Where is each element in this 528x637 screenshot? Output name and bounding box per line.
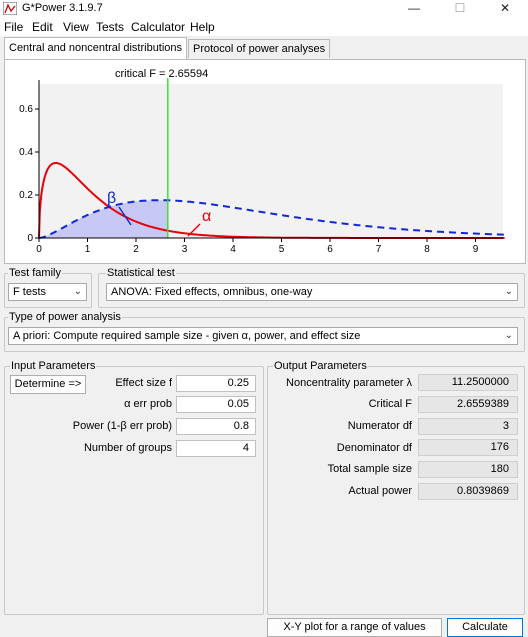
menu-file[interactable]: File [4, 20, 24, 34]
effect-size-label: Effect size f [115, 377, 172, 389]
noncentrality-label: Noncentrality parameter λ [286, 377, 412, 389]
title-bar: G*Power 3.1.9.7 — ☐ ✕ [0, 0, 528, 18]
alpha-err-prob-input[interactable]: 0.05 [176, 396, 256, 413]
statistical-test-group [98, 273, 525, 308]
total-sample-size-label: Total sample size [327, 463, 412, 475]
beta-pointer [118, 206, 132, 226]
power-analysis-type-group [4, 317, 525, 352]
x-tick-label: 3 [182, 244, 188, 255]
input-parameters-title: Input Parameters [10, 360, 97, 372]
actual-power-value: 0.8039869 [418, 483, 518, 500]
chevron-down-icon: ⌄ [73, 286, 82, 297]
critical-f-label: critical F = 2.65594 [115, 68, 208, 80]
critical-f-output-label: Critical F [368, 398, 412, 410]
power-analysis-type-select[interactable]: A priori: Compute required sample size -… [8, 327, 518, 345]
y-tick-label: 0.4 [19, 147, 33, 158]
noncentrality-value: 11.2500000 [418, 374, 518, 391]
x-tick-label: 7 [376, 244, 382, 255]
x-tick-label: 0 [36, 244, 42, 255]
statistical-test-label: Statistical test [106, 267, 176, 279]
chevron-down-icon: ⌄ [504, 286, 513, 297]
noncentral-f-curve [38, 199, 505, 239]
alpha-err-prob-label: α err prob [124, 398, 172, 410]
output-parameters-group [267, 366, 525, 615]
y-tick-label: 0 [27, 233, 33, 244]
total-sample-size-value: 180 [418, 461, 518, 478]
denominator-df-value: 176 [418, 439, 518, 456]
menu-view[interactable]: View [63, 20, 89, 34]
minimize-button[interactable]: — [408, 1, 420, 15]
alpha-symbol: α [202, 208, 211, 225]
x-tick-label: 6 [327, 244, 333, 255]
tab-strip: Central and noncentral distributions Pro… [0, 37, 528, 59]
chevron-down-icon: ⌄ [504, 330, 513, 341]
input-parameters-group [4, 366, 264, 615]
beta-region [39, 200, 168, 238]
alpha-pointer [187, 223, 201, 237]
denominator-df-label: Denominator df [336, 442, 412, 454]
test-family-select[interactable]: F tests ⌄ [8, 283, 87, 301]
calculate-button[interactable]: Calculate [447, 618, 523, 637]
menu-calculator[interactable]: Calculator [131, 20, 186, 34]
power-input[interactable]: 0.8 [176, 418, 256, 435]
output-parameters-title: Output Parameters [273, 360, 368, 372]
distribution-plot: critical F = 2.65594 0 1 2 3 4 5 6 7 8 9 0 0.2 0.4 0… [19, 68, 505, 255]
power-analysis-type-label: Type of power analysis [8, 311, 122, 323]
determine-button[interactable]: Determine => [10, 375, 86, 394]
gpower-app-icon [3, 2, 17, 15]
x-tick-label: 9 [473, 244, 479, 255]
y-tick-label: 0.6 [19, 104, 33, 115]
actual-power-label: Actual power [348, 485, 412, 497]
test-family-label: Test family [8, 267, 62, 279]
statistical-test-select[interactable]: ANOVA: Fixed effects, omnibus, one-way ⌄ [106, 283, 518, 301]
power-label: Power (1-β err prob) [72, 420, 172, 432]
menu-tests[interactable]: Tests [96, 20, 125, 34]
x-tick-label: 5 [279, 244, 285, 255]
tab-distributions[interactable]: Central and noncentral distributions [4, 37, 188, 59]
effect-size-input[interactable]: 0.25 [176, 375, 256, 392]
test-family-value: F tests [13, 286, 47, 298]
distribution-plot-panel: critical F = 2.65594 0 1 2 3 4 5 6 7 8 9 0 0.2 0.4 0… [4, 59, 526, 264]
statistical-test-value: ANOVA: Fixed effects, omnibus, one-way [111, 286, 313, 298]
critical-f-value: 2.6559389 [418, 396, 518, 413]
menu-bar: File Edit View Tests Calculator Help [0, 18, 528, 36]
x-tick-label: 4 [230, 244, 236, 255]
menu-help[interactable]: Help [190, 20, 215, 34]
power-analysis-type-value: A priori: Compute required sample size -… [13, 330, 361, 342]
menu-edit[interactable]: Edit [32, 20, 53, 34]
close-button[interactable]: ✕ [499, 1, 511, 15]
beta-symbol: β [107, 190, 116, 207]
numerator-df-value: 3 [418, 418, 518, 435]
maximize-button[interactable]: ☐ [454, 1, 466, 15]
window-title: G*Power 3.1.9.7 [22, 2, 103, 14]
x-tick-label: 1 [85, 244, 91, 255]
x-tick-label: 2 [133, 244, 139, 255]
number-of-groups-input[interactable]: 4 [176, 440, 256, 457]
x-tick-label: 8 [424, 244, 430, 255]
y-tick-label: 0.2 [19, 190, 33, 201]
number-of-groups-label: Number of groups [83, 442, 172, 454]
xy-plot-button[interactable]: X-Y plot for a range of values [267, 618, 442, 637]
numerator-df-label: Numerator df [347, 420, 412, 432]
tab-protocol[interactable]: Protocol of power analyses [188, 39, 331, 58]
